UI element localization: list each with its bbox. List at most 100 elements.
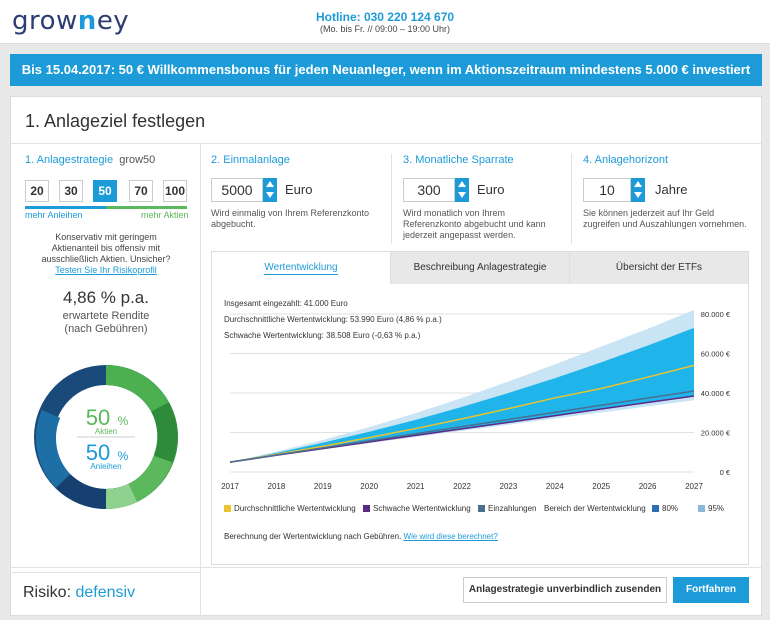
chart-tabs: Wertentwicklung Beschreibung Anlagestrat… [212, 252, 748, 284]
y-tick-label: 20.000 € [701, 429, 731, 438]
einmalanlage-unit: Euro [285, 182, 313, 197]
strategy-slider[interactable] [25, 206, 187, 209]
strategy-description: Konservativ mit geringem Aktienanteil bi… [31, 232, 181, 276]
horizont-section: 4. Anlagehorizont 10 Jahre Sie können je… [583, 154, 753, 229]
divider [391, 154, 392, 244]
strategy-label-text: 1. Anlagestrategie [25, 154, 114, 166]
horizont-stepper[interactable] [631, 178, 645, 202]
legend-swatch [363, 505, 370, 512]
calculation-link[interactable]: Wie wird diese berechnet? [403, 532, 498, 541]
promo-banner: Bis 15.04.2017: 50 € Willkommensbonus fü… [10, 54, 762, 109]
legend-swatch [224, 505, 231, 512]
arrow-down-icon[interactable] [266, 192, 274, 198]
x-tick-label: 2019 [314, 482, 332, 491]
einmalanlage-label: 2. Einmalanlage [211, 154, 290, 166]
x-tick-label: 2021 [407, 482, 425, 491]
strategy-label: 1. Anlagestrategie grow50 [25, 154, 155, 166]
chart-info-weak: Schwache Wertentwicklung: 38.508 Euro (-… [224, 331, 421, 340]
divider [11, 572, 201, 573]
legend-average-label: Durchschnittliche Wertentwicklung [234, 504, 356, 513]
donut-stocks-pct-sign: % [118, 414, 129, 428]
risk-level: Risiko: defensiv [23, 584, 135, 602]
arrow-up-icon[interactable] [266, 181, 274, 187]
legend-payments: Einzahlungen [478, 504, 536, 513]
divider [11, 567, 761, 568]
arrow-up-icon[interactable] [458, 181, 466, 187]
tab-wertentwicklung[interactable]: Wertentwicklung [212, 252, 390, 284]
chart-info-paid: Insgesamt eingezahlt: 41.000 Euro [224, 299, 348, 308]
divider [571, 154, 572, 244]
logo-text: grow [12, 6, 78, 36]
donut-stocks-pct: 50 [86, 405, 110, 430]
x-tick-label: 2026 [639, 482, 657, 491]
calculation-note-text: Berechnung der Wertentwicklung nach Gebü… [224, 532, 402, 541]
legend-swatch [478, 505, 485, 512]
performance-chart: 0 € 20.000 € 40.000 € 60.000 € 80.000 € 2017 2… [221, 310, 731, 491]
logo-w: n [77, 6, 97, 36]
donut-stocks-label: Aktien [95, 427, 117, 436]
logo[interactable]: growney [12, 6, 129, 36]
strategy-name: grow50 [119, 154, 156, 166]
horizont-label: 4. Anlagehorizont [583, 154, 669, 166]
band-80 [230, 327, 694, 463]
slider-right-label: mehr Aktien [141, 210, 189, 220]
donut-stocks-segment-3 [150, 402, 178, 463]
expected-return-label: erwartete Rendite (nach Gebühren) [11, 310, 201, 336]
legend-payments-label: Einzahlungen [488, 504, 537, 513]
y-tick-label: 40.000 € [701, 389, 731, 398]
expected-return: 4,86 % p.a. [62, 288, 149, 307]
donut-stocks-segment-4 [128, 455, 173, 502]
legend-95-label: 95% [708, 504, 725, 513]
x-tick-label: 2025 [592, 482, 610, 491]
arrow-down-icon[interactable] [634, 192, 642, 198]
x-tick-label: 2027 [685, 482, 703, 491]
tab-wertentwicklung-label: Wertentwicklung [264, 262, 338, 275]
tab-beschreibung[interactable]: Beschreibung Anlagestrategie [390, 252, 569, 284]
tab-etfs[interactable]: Übersicht der ETFs [569, 252, 748, 284]
chart-info-average: Durchschnittliche Wertentwicklung: 53.99… [224, 315, 442, 324]
expected-return-sub1: erwartete Rendite [62, 310, 150, 322]
legend-80: 80% [652, 504, 678, 513]
send-strategy-button[interactable]: Anlagestrategie unverbindlich zusenden [463, 577, 667, 603]
arrow-down-icon[interactable] [458, 192, 466, 198]
sparrate-section: 3. Monatliche Sparrate 300 Euro Wird mon… [403, 154, 563, 240]
legend-average: Durchschnittliche Wertentwicklung [224, 504, 356, 513]
y-tick-label: 60.000 € [701, 350, 731, 359]
donut-bonds-label: Anleihen [90, 462, 121, 471]
donut-bonds-pct-sign: % [118, 449, 129, 463]
hotline: Hotline: 030 220 124 670 [315, 10, 455, 24]
slider-left-label: mehr Anleihen [25, 210, 83, 220]
continue-button[interactable]: Fortfahren [673, 577, 749, 603]
calculation-note: Berechnung der Wertentwicklung nach Gebü… [224, 532, 498, 541]
allocation-donut: 50 % Aktien 50 % Anleihen [34, 365, 178, 509]
x-tick-label: 2023 [500, 482, 518, 491]
strategy-option-70[interactable]: 70 [129, 180, 153, 202]
sparrate-input[interactable]: 300 [403, 178, 455, 202]
legend-95: 95% [698, 504, 724, 513]
page-title: 1. Anlageziel festlegen [25, 111, 206, 131]
y-tick-label: 80.000 € [701, 310, 731, 319]
donut-stocks-segment-5 [105, 483, 138, 509]
risk-profile-link[interactable]: Testen Sie Ihr Risikoprofil [55, 265, 157, 275]
x-tick-label: 2018 [268, 482, 286, 491]
arrow-up-icon[interactable] [634, 181, 642, 187]
chart-panel: Wertentwicklung Beschreibung Anlagestrat… [211, 251, 749, 565]
divider [11, 143, 761, 144]
y-tick-label: 0 € [720, 468, 731, 477]
legend-swatch [698, 505, 705, 512]
einmalanlage-stepper[interactable] [263, 178, 277, 202]
sparrate-stepper[interactable] [455, 178, 469, 202]
legend-range: Bereich der Wertentwicklung [544, 504, 646, 513]
legend-weak: Schwache Wertentwicklung [363, 504, 471, 513]
strategy-option-50[interactable]: 50 [93, 180, 117, 202]
strategy-option-30[interactable]: 30 [59, 180, 83, 202]
horizont-unit: Jahre [655, 182, 688, 197]
horizont-input[interactable]: 10 [583, 178, 631, 202]
risk-label: Risiko: [23, 584, 72, 601]
einmalanlage-section: 2. Einmalanlage 5000 Euro Wird einmalig … [211, 154, 381, 229]
strategy-option-100[interactable]: 100 [163, 180, 187, 202]
legend-80-label: 80% [662, 504, 679, 513]
donut-stocks-segment-2 [105, 365, 169, 413]
strategy-option-20[interactable]: 20 [25, 180, 49, 202]
einmalanlage-input[interactable]: 5000 [211, 178, 263, 202]
